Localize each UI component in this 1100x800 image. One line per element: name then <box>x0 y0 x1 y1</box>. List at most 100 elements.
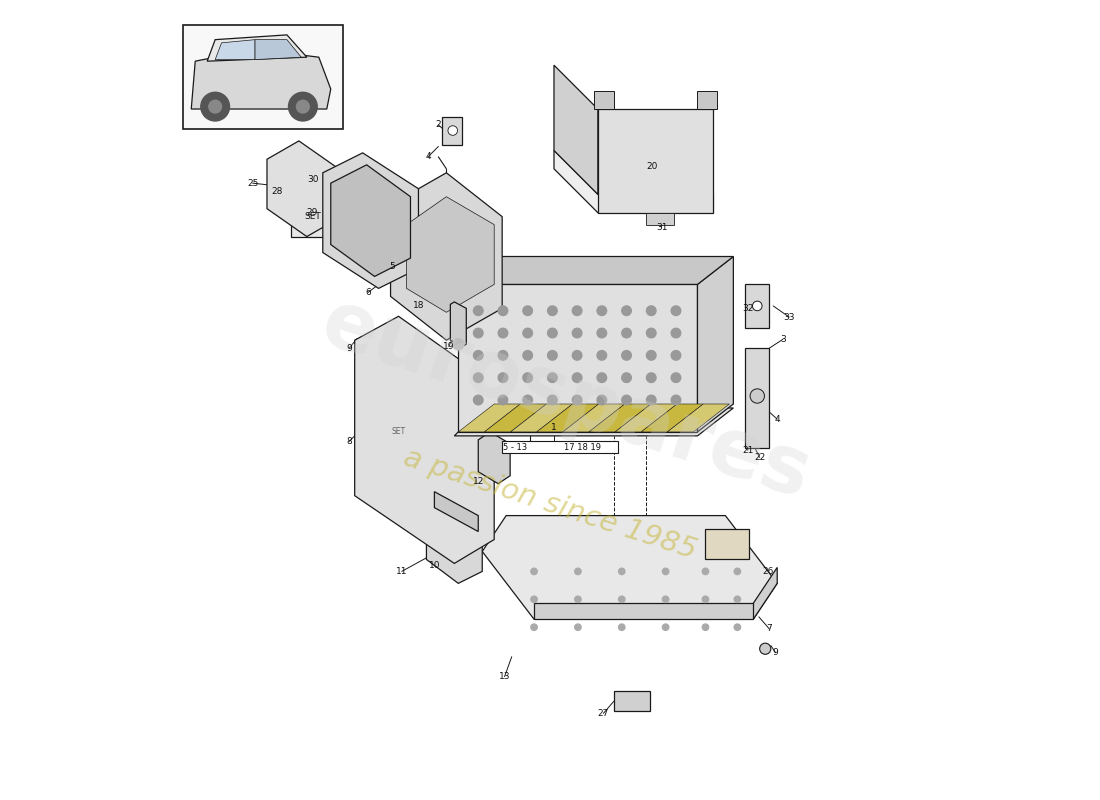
Circle shape <box>662 624 669 630</box>
Polygon shape <box>535 603 754 619</box>
Text: 32: 32 <box>742 304 754 313</box>
Text: 21: 21 <box>742 446 754 454</box>
Text: 13: 13 <box>498 672 510 681</box>
Polygon shape <box>614 691 650 711</box>
Circle shape <box>548 395 558 405</box>
Circle shape <box>548 350 558 360</box>
Polygon shape <box>331 165 410 277</box>
Text: 11: 11 <box>396 567 407 576</box>
Circle shape <box>618 568 625 574</box>
Polygon shape <box>697 90 717 109</box>
Text: eurospares: eurospares <box>311 284 821 516</box>
Circle shape <box>288 92 317 121</box>
Circle shape <box>522 328 532 338</box>
Circle shape <box>597 306 606 315</box>
Circle shape <box>621 373 631 382</box>
Polygon shape <box>290 197 334 237</box>
Circle shape <box>572 306 582 315</box>
Circle shape <box>597 350 606 360</box>
Polygon shape <box>407 197 494 312</box>
Circle shape <box>574 596 581 602</box>
Text: 6: 6 <box>365 288 371 297</box>
Text: 33: 33 <box>783 313 795 322</box>
Circle shape <box>473 306 483 315</box>
Polygon shape <box>563 404 625 432</box>
Polygon shape <box>290 182 344 197</box>
Circle shape <box>473 373 483 382</box>
Polygon shape <box>390 173 503 340</box>
Circle shape <box>522 306 532 315</box>
Circle shape <box>574 624 581 630</box>
Text: 4: 4 <box>426 152 431 162</box>
Polygon shape <box>434 492 478 531</box>
Circle shape <box>297 100 309 113</box>
Circle shape <box>473 395 483 405</box>
Text: 5 - 13: 5 - 13 <box>503 442 527 451</box>
Polygon shape <box>207 35 307 61</box>
Polygon shape <box>454 408 734 436</box>
Polygon shape <box>255 40 301 59</box>
Circle shape <box>702 568 708 574</box>
Text: SET: SET <box>392 427 406 436</box>
Polygon shape <box>594 90 614 109</box>
Polygon shape <box>191 50 331 109</box>
Circle shape <box>498 328 508 338</box>
Polygon shape <box>646 213 673 225</box>
Circle shape <box>498 306 508 315</box>
Polygon shape <box>267 141 339 237</box>
Circle shape <box>597 373 606 382</box>
Text: 9: 9 <box>772 648 779 658</box>
Circle shape <box>647 306 656 315</box>
Text: 17 18 19: 17 18 19 <box>564 442 602 451</box>
Polygon shape <box>334 182 344 237</box>
Text: 26: 26 <box>762 567 773 576</box>
Text: 30: 30 <box>307 174 319 184</box>
Text: a passion since 1985: a passion since 1985 <box>400 443 700 564</box>
Circle shape <box>597 328 606 338</box>
Circle shape <box>734 624 740 630</box>
Circle shape <box>473 350 483 360</box>
Circle shape <box>572 350 582 360</box>
Circle shape <box>522 395 532 405</box>
Circle shape <box>671 328 681 338</box>
Circle shape <box>621 328 631 338</box>
Polygon shape <box>450 302 466 346</box>
Circle shape <box>574 568 581 574</box>
Circle shape <box>647 395 656 405</box>
Circle shape <box>760 643 771 654</box>
Text: 7: 7 <box>767 624 772 634</box>
Circle shape <box>671 306 681 315</box>
Circle shape <box>531 624 537 630</box>
Polygon shape <box>597 109 714 213</box>
Text: 22: 22 <box>754 453 766 462</box>
Text: 19: 19 <box>443 342 454 351</box>
Circle shape <box>531 568 537 574</box>
Polygon shape <box>668 404 729 432</box>
Circle shape <box>621 306 631 315</box>
Circle shape <box>473 328 483 338</box>
Polygon shape <box>427 440 482 583</box>
Text: 5: 5 <box>389 262 395 270</box>
Circle shape <box>498 373 508 382</box>
Circle shape <box>548 328 558 338</box>
Text: 25: 25 <box>246 178 258 188</box>
Polygon shape <box>697 257 734 432</box>
Circle shape <box>453 338 464 350</box>
Circle shape <box>548 373 558 382</box>
Circle shape <box>647 350 656 360</box>
Circle shape <box>548 306 558 315</box>
Circle shape <box>702 624 708 630</box>
Polygon shape <box>537 404 598 432</box>
Circle shape <box>498 395 508 405</box>
Polygon shape <box>746 348 769 448</box>
Text: 2: 2 <box>436 121 441 130</box>
Text: 31: 31 <box>656 222 668 231</box>
Circle shape <box>209 100 221 113</box>
Circle shape <box>671 373 681 382</box>
Circle shape <box>671 350 681 360</box>
Polygon shape <box>459 257 734 285</box>
Polygon shape <box>554 150 714 213</box>
Circle shape <box>750 389 764 403</box>
Polygon shape <box>459 404 520 432</box>
Circle shape <box>752 301 762 310</box>
